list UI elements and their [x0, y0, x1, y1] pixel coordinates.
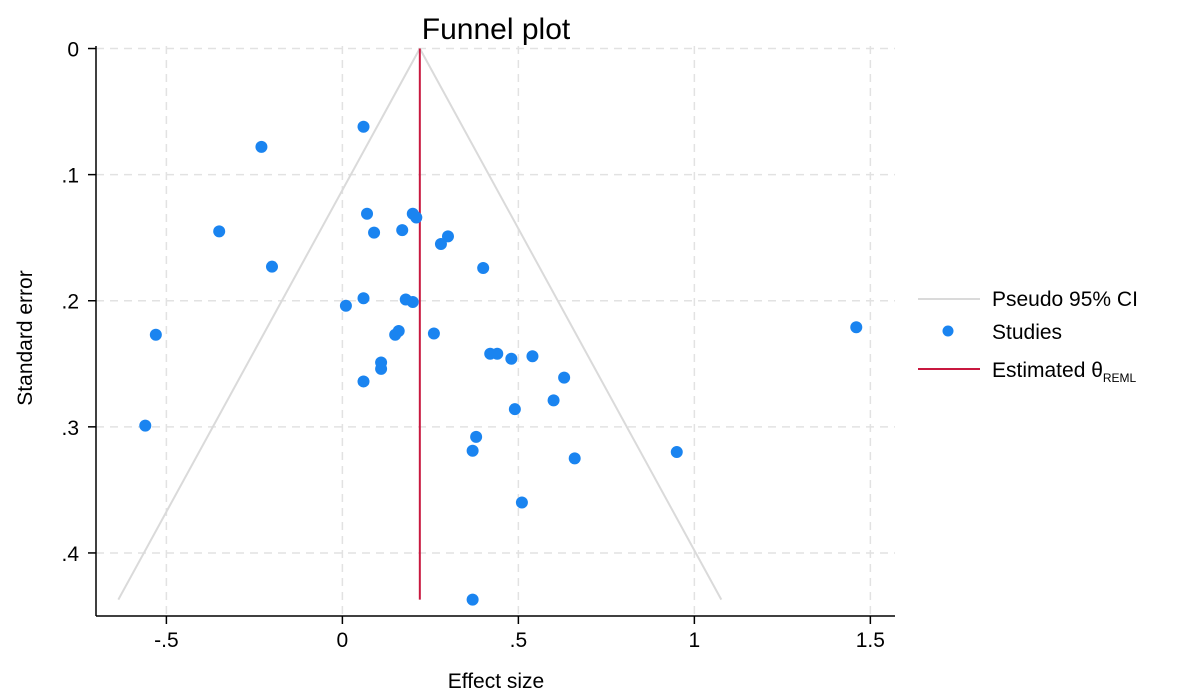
study-point — [505, 352, 518, 365]
legend-estimate-subscript: REML — [1103, 371, 1137, 385]
x-tick-label: 1 — [689, 629, 701, 652]
study-points — [139, 120, 863, 606]
ci-upper-line — [418, 48, 723, 601]
study-point — [389, 328, 402, 341]
study-point — [368, 226, 381, 239]
study-point — [441, 230, 454, 243]
pseudo-ci-lines — [117, 48, 723, 601]
study-point — [466, 593, 479, 606]
study-point — [670, 446, 683, 459]
y-tick-label: .3 — [61, 417, 79, 440]
study-point — [470, 430, 483, 443]
x-tick-label: 1.5 — [856, 629, 885, 652]
study-point — [466, 444, 479, 457]
legend-studies-label: Studies — [992, 321, 1062, 344]
study-point — [213, 225, 226, 238]
ci-lower-line — [117, 48, 421, 601]
study-point — [255, 140, 268, 153]
x-tick-label: .5 — [510, 629, 528, 652]
legend: Pseudo 95% CI Studies Estimated θREML — [918, 288, 1138, 385]
legend-estimate-text: Estimated θ — [992, 359, 1103, 382]
study-point — [149, 328, 162, 341]
x-axis-label: Effect size — [448, 670, 545, 693]
study-point — [558, 371, 571, 384]
y-tick-label: .1 — [61, 165, 79, 188]
study-point — [139, 419, 152, 432]
study-point — [508, 403, 521, 416]
y-tick-label: .2 — [61, 291, 79, 314]
study-point — [357, 120, 370, 133]
legend-ci-label: Pseudo 95% CI — [992, 288, 1138, 311]
study-point — [406, 295, 419, 308]
y-tick-label: .4 — [61, 543, 79, 566]
grid-lines — [96, 46, 895, 616]
chart-title: Funnel plot — [422, 13, 571, 46]
study-point — [427, 327, 440, 340]
study-point — [357, 292, 370, 305]
study-point — [526, 350, 539, 363]
study-point — [477, 261, 490, 274]
x-tick-label: 0 — [337, 629, 349, 652]
legend-studies-marker — [942, 325, 954, 337]
study-point — [375, 362, 388, 375]
study-point — [568, 452, 581, 465]
study-point — [491, 347, 504, 360]
study-point — [357, 375, 370, 388]
study-point — [515, 496, 528, 509]
study-point — [265, 260, 278, 273]
study-point — [410, 211, 423, 224]
x-tick-label: -.5 — [154, 629, 179, 652]
study-point — [361, 207, 374, 220]
study-point — [547, 394, 560, 407]
study-point — [339, 299, 352, 312]
legend-estimate-label: Estimated θREML — [992, 359, 1137, 385]
y-tick-label: 0 — [67, 39, 79, 62]
study-point — [850, 321, 863, 334]
axes: -.5 0 .5 1 1.5 0 .1 .2 .3 .4 — [61, 39, 895, 652]
y-axis-label: Standard error — [14, 270, 37, 405]
study-point — [434, 237, 447, 250]
study-point — [396, 224, 409, 237]
